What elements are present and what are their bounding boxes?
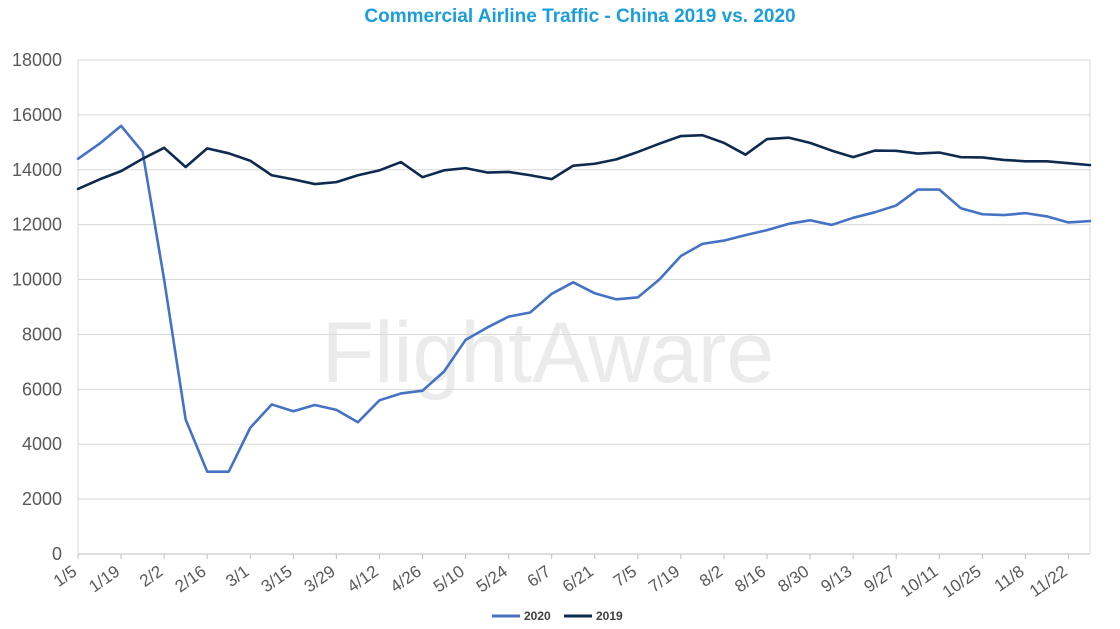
x-tick-label: 6/7 [524,562,554,591]
chart-title: Commercial Airline Traffic - China 2019 … [364,6,796,27]
x-tick-label: 5/10 [430,562,468,597]
y-tick-label: 4000 [22,434,62,454]
x-tick-label: 10/25 [939,562,985,602]
grid-lines [78,59,1090,555]
x-tick-label: 4/26 [387,562,425,597]
y-tick-label: 16000 [12,105,62,125]
x-tick-label: 8/16 [731,562,769,597]
x-tick-label: 1/5 [50,562,80,591]
x-tick-label: 10/11 [897,562,942,601]
x-tick-label: 5/24 [473,562,511,597]
x-tick-label: 7/19 [645,562,683,597]
y-tick-label: 14000 [12,160,62,180]
x-axis-ticks: 1/5 1/19 2/2 2/16 3/1 3/15 3/29 4/12 4/26 5/10 5/2… [50,554,1071,602]
x-tick-label: 7/5 [610,562,640,591]
y-tick-label: 0 [52,544,62,564]
x-tick-label: 11/8 [991,562,1028,596]
y-tick-label: 6000 [22,379,62,399]
x-tick-label: 8/30 [774,562,812,597]
y-tick-label: 18000 [12,50,62,70]
series-line-2019 [76,133,1092,191]
x-tick-label: 9/13 [817,562,855,597]
y-tick-label: 2000 [22,489,62,509]
y-tick-label: 8000 [22,324,62,344]
x-tick-label: 1/19 [85,562,123,597]
x-tick-label: 3/1 [222,562,252,591]
x-tick-label: 3/15 [258,562,296,597]
x-tick-label: 6/21 [559,562,597,597]
x-tick-label: 3/29 [301,562,339,597]
legend: 2020 2019 [492,609,623,623]
x-tick-label: 4/12 [344,562,382,597]
y-axis-ticks: 0 2000 4000 6000 8000 10000 12000 14000 16000 180… [12,50,62,564]
y-tick-label: 10000 [12,270,62,290]
series-line-2020 [76,124,1092,473]
x-tick-label: 11/22 [1026,562,1071,601]
x-tick-label: 2/16 [171,562,209,597]
series-lines [76,124,1092,473]
watermark: FlightAware [322,305,775,401]
y-tick-label: 12000 [12,215,62,235]
x-tick-label: 8/2 [696,562,726,591]
x-tick-label: 2/2 [136,562,166,591]
legend-label-2019: 2019 [596,609,623,623]
legend-label-2020: 2020 [524,609,551,623]
x-tick-label: 9/27 [861,562,899,597]
